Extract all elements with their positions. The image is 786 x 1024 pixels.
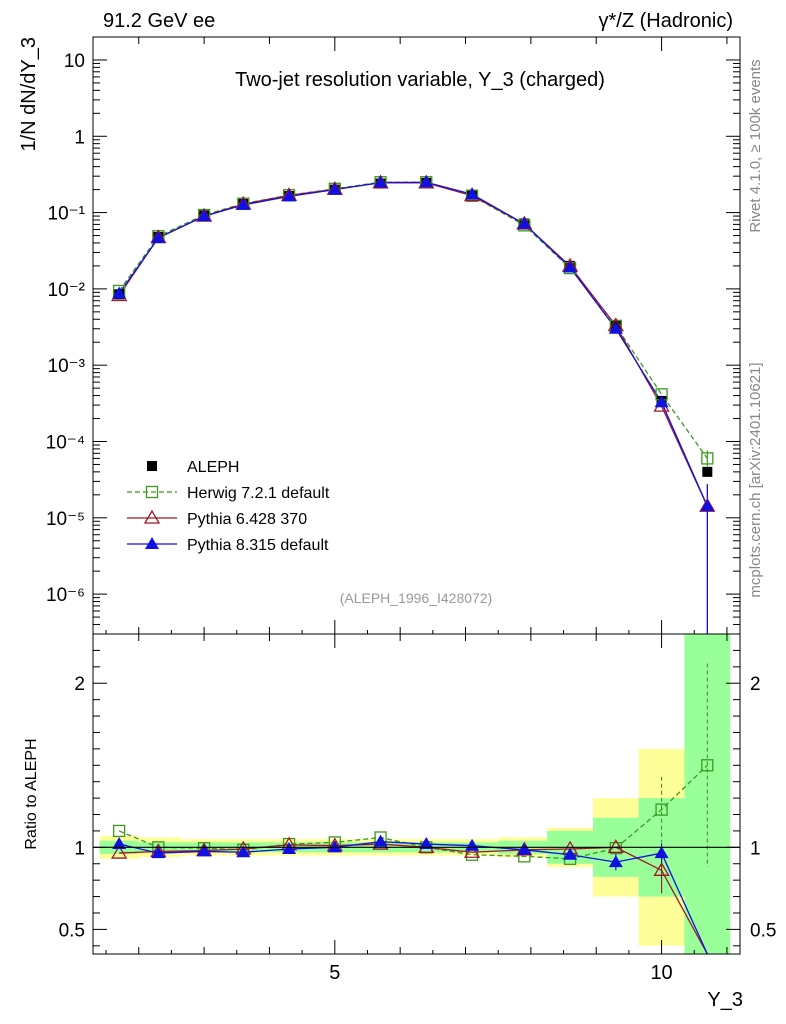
- y-tick-label: 10⁻⁶: [46, 585, 85, 606]
- legend-label-pythia-6-428-370: Pythia 6.428 370: [187, 511, 307, 528]
- ratio-stat-band: [684, 634, 731, 954]
- legend-marker-pythia-8-315-default: [145, 537, 159, 549]
- pythia-8-315-default-point: [282, 189, 297, 202]
- ratio-y-tick-label: 1: [74, 838, 85, 859]
- pythia-8-315-default-point: [197, 209, 212, 222]
- ratio-pythia-8-315-default-line: [118, 840, 708, 955]
- pythia-8-315-default-point: [608, 321, 623, 334]
- pythia-8-315-default-point: [465, 187, 480, 200]
- pythia-8-315-default-point: [327, 182, 342, 195]
- pythia-8-315-default-point: [112, 286, 127, 299]
- y-tick-label: 10⁻⁵: [46, 509, 85, 530]
- ratio-y-tick-label-right: 2: [750, 674, 761, 695]
- ratio-y-tick-label: 0.5: [59, 920, 85, 941]
- ratio-y-tick-label-right: 0.5: [750, 920, 776, 941]
- ratio-pythia-8-315-default-point: [236, 845, 251, 858]
- pythia-8-315-default-point: [151, 230, 166, 243]
- rivet-label: Rivet 4.1.0, ≥ 100k events: [747, 59, 764, 232]
- legend-label-aleph: ALEPH: [187, 459, 239, 476]
- ratio-frame: [92, 633, 741, 955]
- pythia-8-315-default-point: [236, 197, 251, 210]
- analysis-id: (ALEPH_1996_I428072): [340, 590, 493, 606]
- y-tick-label: 10⁻³: [48, 356, 86, 377]
- ratio-pythia-8-315-default-point: [112, 837, 127, 850]
- header-left: 91.2 GeV ee: [103, 10, 215, 32]
- ratio-pythia-6-428-370-point: [111, 844, 128, 859]
- ratio-herwig-7-2-1-default-point: [112, 824, 126, 838]
- ratio-pythia-6-428-370-point: [607, 839, 624, 853]
- pythia-8-315-default-line: [118, 181, 708, 507]
- main-marks: [111, 174, 716, 634]
- aleph-point: [702, 466, 713, 477]
- legend-label-pythia-8-315-default: Pythia 8.315 default: [187, 537, 329, 554]
- y-tick-label: 10⁻⁴: [46, 432, 85, 453]
- legend-marker-herwig-7-2-1-default: [145, 485, 159, 499]
- ratio-y-tick-label: 2: [74, 674, 85, 695]
- ratio-y-label: Ratio to ALEPH: [23, 738, 40, 849]
- pythia-8-315-default-point: [373, 175, 388, 188]
- herwig-7-2-1-default-point: [701, 452, 714, 465]
- legend-label-herwig-7-2-1-default: Herwig 7.2.1 default: [187, 485, 330, 502]
- ratio-pythia-6-428-370-point: [463, 843, 481, 858]
- chart-title: Two-jet resolution variable, Y_3 (charge…: [235, 69, 605, 91]
- x-axis-label: Y_3: [707, 989, 743, 1011]
- mcplots-label: mcplots.cern.ch [arXiv:2401.10621]: [747, 362, 764, 597]
- ratio-pythia-8-315-default-point: [282, 841, 297, 854]
- ratio-pythia-8-315-default-point: [419, 837, 434, 850]
- pythia-8-315-default-point: [654, 395, 669, 408]
- legend-marker-aleph: [147, 461, 157, 471]
- main-ticks: 10 1 10⁻¹ 10⁻² 10⁻³ 10⁻⁴ 10⁻⁵ 10⁻⁶: [46, 36, 740, 635]
- pythia-6-428-370-line: [118, 182, 708, 507]
- ratio-panel: 0.5 0.5 1 1 2 2 5 10 Ratio to ALEPH Y_3: [23, 633, 776, 1011]
- ratio-pythia-8-315-default-point: [327, 840, 342, 853]
- legend: ALEPH Herwig 7.2.1 default Pythia 6.428 37…: [127, 459, 330, 554]
- legend-marker-pythia-6-428-370: [143, 509, 161, 524]
- ratio-y-tick-label-right: 1: [750, 838, 761, 859]
- main-panel: 10 1 10⁻¹ 10⁻² 10⁻³ 10⁻⁴ 10⁻⁵ 10⁻⁶ Two-jet reso…: [18, 36, 741, 635]
- y-tick-label: 10: [64, 51, 85, 72]
- ratio-pythia-8-315-default-point: [197, 844, 212, 857]
- ratio-pythia-8-315-default-point: [151, 846, 166, 859]
- ratio-pythia-8-315-default-point: [563, 847, 578, 860]
- y-tick-label: 1: [74, 127, 85, 148]
- pythia-8-315-default-point: [419, 175, 434, 188]
- pythia-8-315-default-point: [517, 216, 532, 229]
- pythia-8-315-default-point: [563, 260, 578, 273]
- ratio-ticks: 0.5 0.5 1 1 2 2 5 10: [59, 634, 776, 984]
- y-axis-label: 1/N dN/dY_3: [18, 37, 40, 152]
- x-tick-label: 10: [650, 962, 672, 984]
- header-right: γ*/Z (Hadronic): [599, 10, 733, 32]
- ratio-pythia-8-315-default-point: [517, 842, 532, 855]
- ratio-pythia-8-315-default-point: [373, 834, 388, 847]
- pythia-8-315-default-point: [700, 499, 715, 512]
- ratio-bands: [99, 634, 731, 954]
- y-tick-label: 10⁻²: [48, 280, 86, 301]
- y-tick-label: 10⁻¹: [48, 204, 86, 225]
- x-tick-label: 5: [329, 962, 340, 984]
